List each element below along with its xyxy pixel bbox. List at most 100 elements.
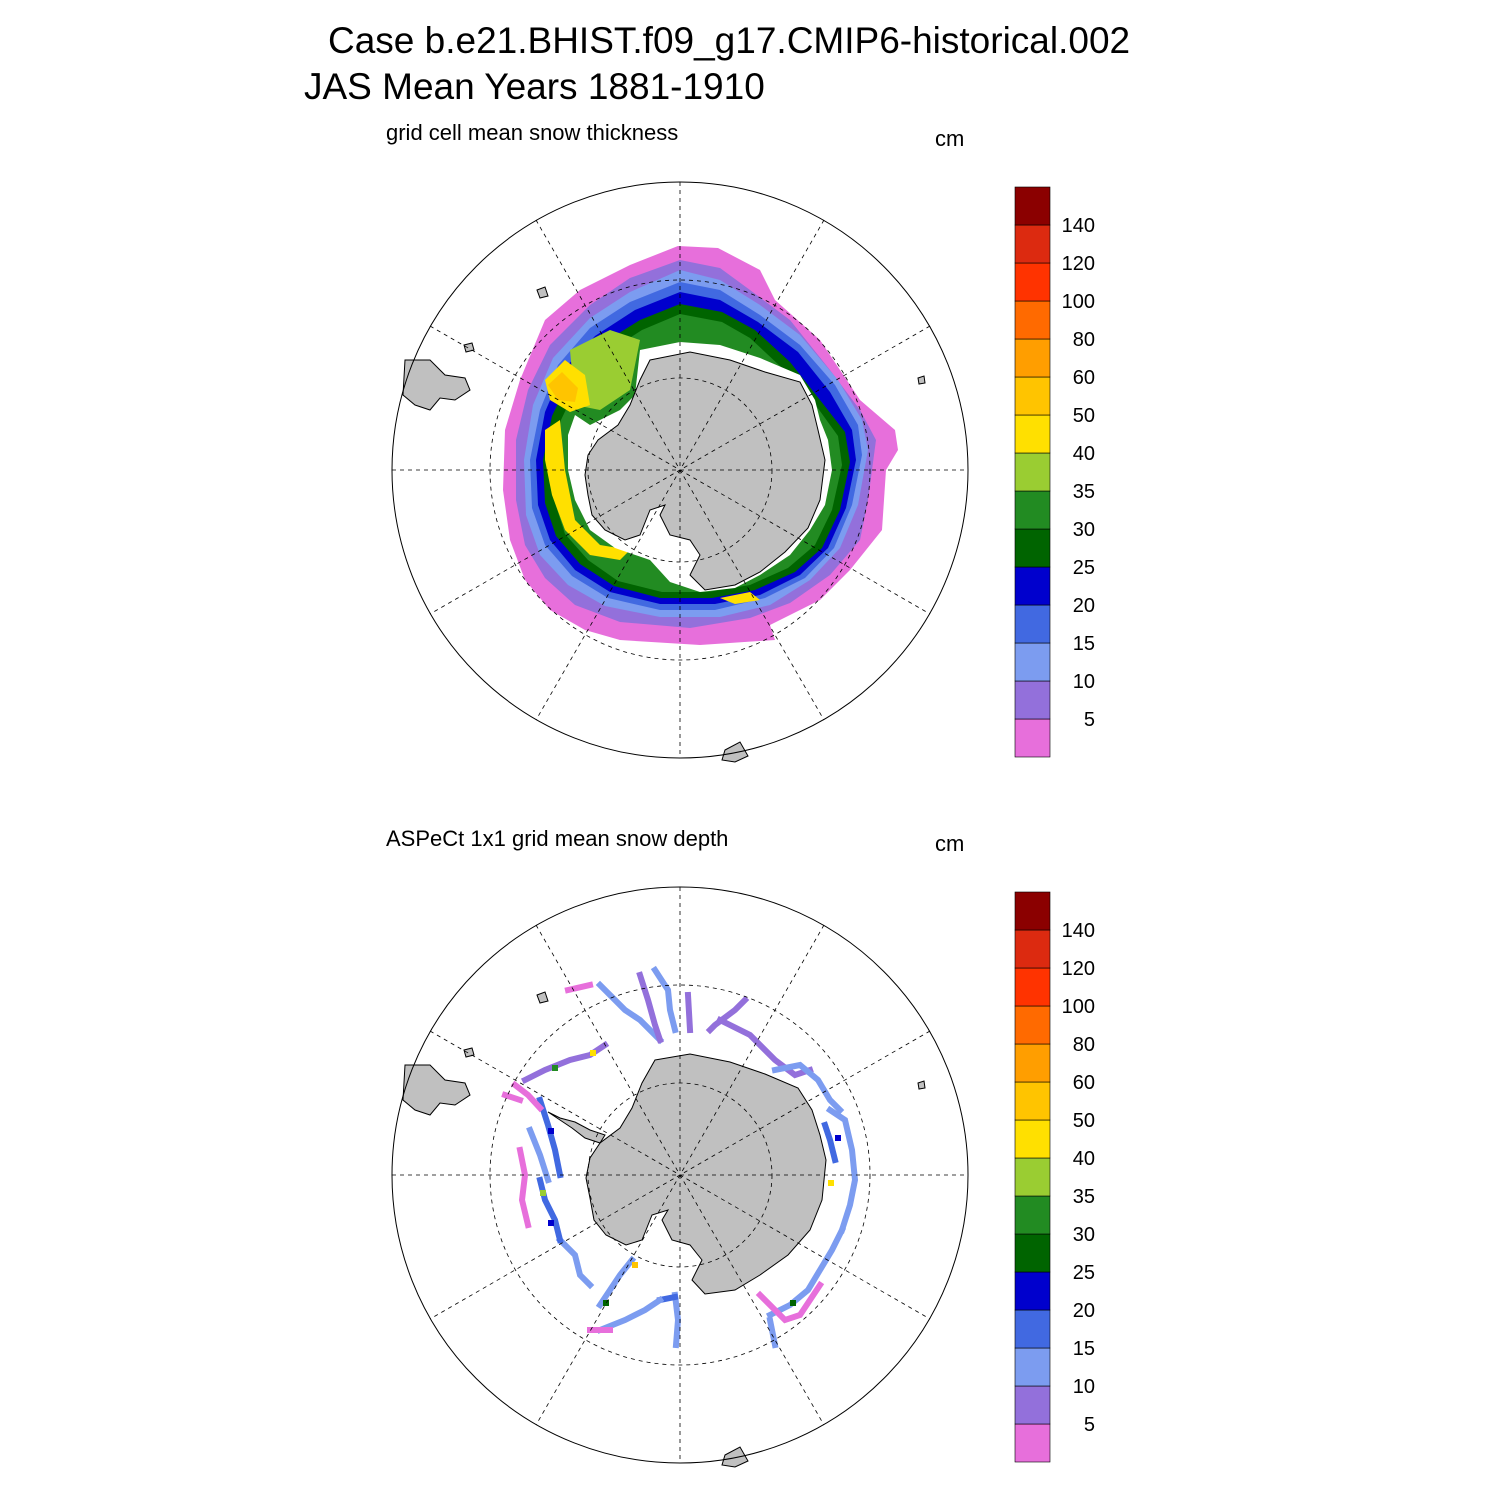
colorbar-tick-label: 20	[1073, 1300, 1095, 1322]
colorbar-tick-label: 25	[1073, 1262, 1095, 1284]
colorbar-swatch	[1014, 929, 1051, 969]
colorbar-tick-label: 80	[1073, 1034, 1095, 1056]
meridian-120	[429, 1030, 931, 1320]
colorbar-tick-label: 120	[1062, 253, 1095, 275]
falkland-islands	[463, 342, 475, 353]
colorbar-tick-label: 15	[1073, 633, 1095, 655]
snow-cell	[548, 1220, 554, 1226]
colorbar-swatch	[1014, 338, 1051, 378]
obs-polar-map	[391, 886, 969, 1468]
ship-track	[821, 1121, 839, 1164]
snow-cell	[603, 1300, 609, 1306]
ship-track	[684, 991, 694, 1034]
snow-cell	[552, 1065, 558, 1071]
ship-track	[501, 1091, 524, 1104]
colorbar-swatch	[1014, 490, 1051, 530]
colorbar-swatch	[1014, 680, 1051, 720]
colorbar-swatch	[1014, 528, 1051, 568]
map-boundary	[391, 181, 969, 759]
panel-obs-units: cm	[935, 831, 965, 856]
meridian-120	[429, 325, 931, 615]
ship-track	[766, 1316, 779, 1349]
new-zealand-tip	[721, 741, 749, 763]
colorbar-tick-label: 140	[1062, 920, 1095, 942]
colorbar-tick-label: 50	[1073, 405, 1095, 427]
south-georgia	[536, 991, 549, 1004]
colorbar-swatch	[1014, 1043, 1051, 1083]
ship-track	[536, 1096, 564, 1179]
colorbar-swatch	[1014, 1309, 1051, 1349]
ship-track	[526, 1126, 552, 1184]
snow-cell	[835, 1135, 841, 1141]
model-graticule	[392, 182, 968, 758]
antarctic-peninsula	[547, 1111, 606, 1144]
ship-track	[536, 1176, 564, 1244]
ship-track	[564, 981, 594, 994]
colorbar-swatch	[1014, 376, 1051, 416]
antarctica-landmass	[585, 1053, 827, 1295]
model-polar-map	[391, 181, 969, 763]
colorbar-swatch	[1014, 1119, 1051, 1159]
colorbar-tick-label: 10	[1073, 671, 1095, 693]
colorbar-tick-label: 80	[1073, 329, 1095, 351]
ship-track	[705, 995, 750, 1035]
model-land	[402, 286, 926, 763]
colorbar-tick-label: 120	[1062, 958, 1095, 980]
colorbar-swatch	[1014, 224, 1051, 264]
colorbar-swatch	[1014, 1157, 1051, 1197]
colorbar-swatch	[1014, 452, 1051, 492]
falkland-islands	[463, 1047, 475, 1058]
colorbar-tick-label: 25	[1073, 557, 1095, 579]
ship-track	[596, 1295, 665, 1334]
colorbar-tick-label: 35	[1073, 1186, 1095, 1208]
map-boundary	[391, 886, 969, 1464]
ship-track	[636, 971, 664, 1044]
period-title: JAS Mean Years 1881-1910	[304, 66, 765, 107]
ship-track	[555, 1235, 595, 1290]
ship-track	[650, 965, 679, 1034]
new-zealand-tip	[721, 1446, 749, 1468]
ship-track	[510, 1080, 545, 1113]
ship-track	[516, 1146, 532, 1229]
latitude-circle-outer	[489, 279, 871, 661]
colorbar-tick-label: 35	[1073, 481, 1095, 503]
contour-band-40-50-c	[720, 592, 760, 604]
ship-track	[755, 1280, 825, 1324]
colorbar-swatch	[1014, 967, 1051, 1007]
south-georgia	[536, 286, 549, 299]
ship-track	[825, 1105, 859, 1234]
colorbar-swatch	[1014, 1081, 1051, 1121]
colorbar-tick-label: 60	[1073, 1072, 1095, 1094]
obs-land	[402, 991, 926, 1468]
south-america-tip	[402, 359, 471, 411]
colorbar-swatch	[1014, 642, 1051, 682]
colorbar-swatch	[1014, 186, 1051, 226]
colorbar-tick-label: 5	[1084, 709, 1095, 731]
ship-track	[671, 1291, 682, 1349]
colorbar-swatch	[1014, 718, 1051, 758]
south-america-tip	[402, 1064, 471, 1116]
colorbar-swatch	[1014, 1423, 1051, 1463]
kerguelen-island	[917, 375, 926, 385]
snow-cell	[790, 1300, 796, 1306]
snow-cell	[632, 1262, 638, 1268]
colorbar-tick-label: 30	[1073, 1224, 1095, 1246]
colorbar-tick-label: 60	[1073, 367, 1095, 389]
colorbar-tick-label: 30	[1073, 519, 1095, 541]
colorbar-tick-label: 100	[1062, 291, 1095, 313]
colorbar-swatch	[1014, 300, 1051, 340]
panel-obs-subtitle: ASPeCt 1x1 grid mean snow depth	[386, 826, 729, 851]
colorbar-swatch	[1014, 566, 1051, 606]
antarctica-landmass	[584, 351, 826, 591]
obs-colorbar: 5 10 15 20 25 30 35 40 50 60 80 100 120 140	[1014, 891, 1095, 1463]
panel-model-subtitle: grid cell mean snow thickness	[386, 120, 679, 145]
colorbar-swatch	[1014, 262, 1051, 302]
snow-cell	[540, 1190, 546, 1196]
colorbar-tick-label: 5	[1084, 1414, 1095, 1436]
snow-cell	[590, 1050, 596, 1056]
snow-cell	[828, 1180, 834, 1186]
colorbar-swatch	[1014, 1347, 1051, 1387]
colorbar-swatch	[1014, 414, 1051, 454]
kerguelen-island	[917, 1080, 926, 1090]
colorbar-swatch	[1014, 1005, 1051, 1045]
